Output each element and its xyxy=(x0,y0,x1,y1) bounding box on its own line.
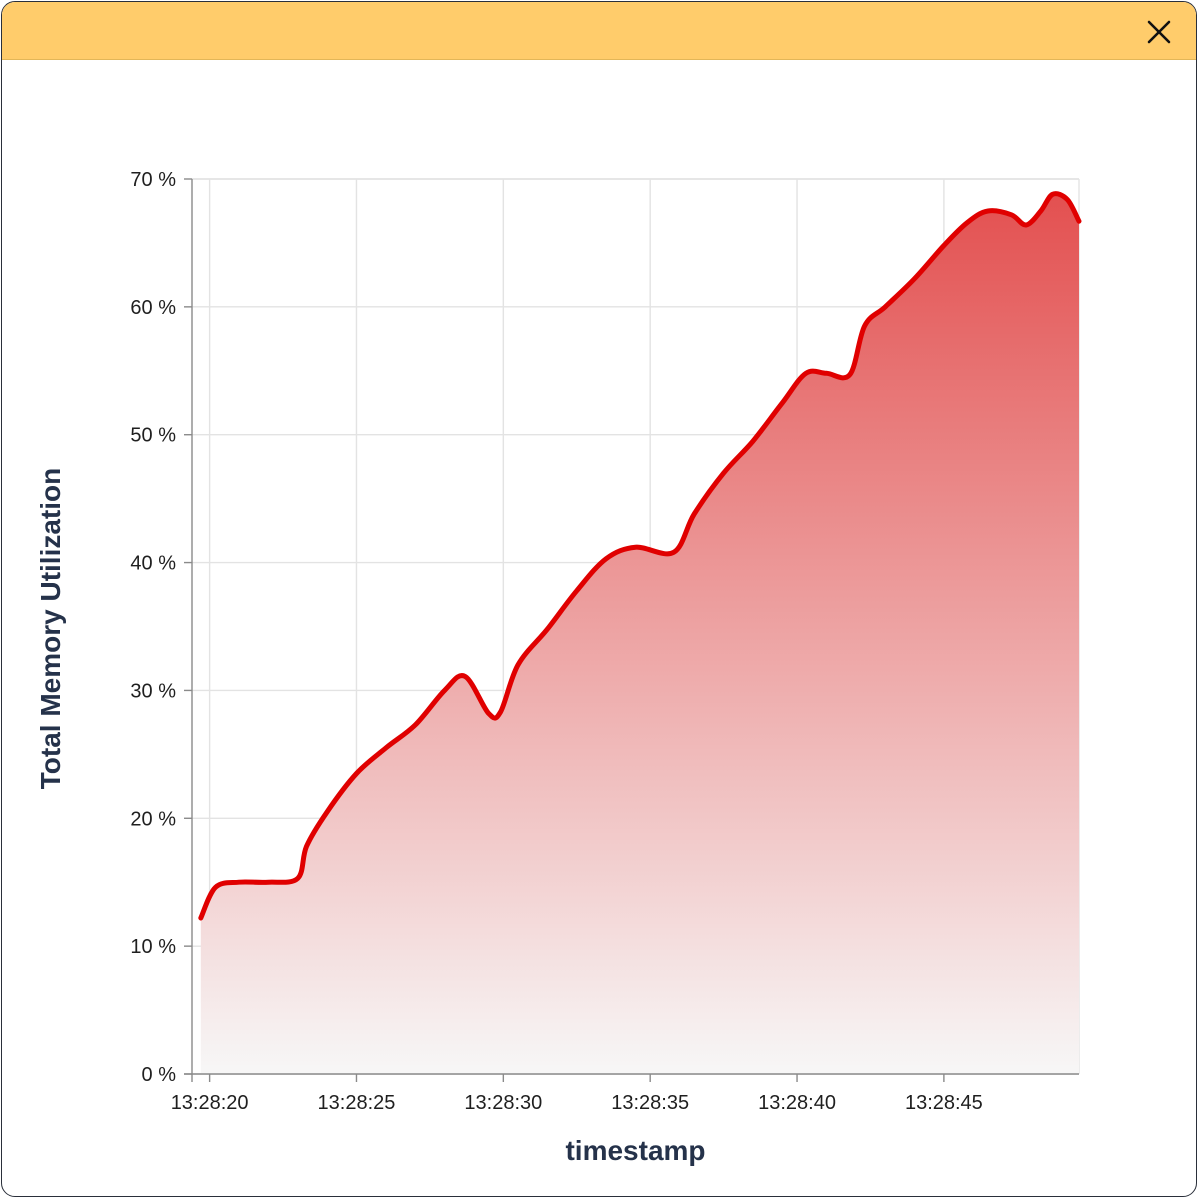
y-tick-label: 10 % xyxy=(130,936,176,958)
y-tick-label: 70 % xyxy=(130,169,176,191)
axes: 0 % 10 % 20 % 30 % 40 % 50 % 60 % 70 % 13:28:20 1… xyxy=(130,169,1079,1114)
close-icon[interactable] xyxy=(1144,17,1174,47)
x-tick-label: 13:28:35 xyxy=(611,1092,689,1114)
y-tick-label: 30 % xyxy=(130,680,176,702)
y-tick-label: 50 % xyxy=(130,425,176,447)
window-titlebar xyxy=(2,2,1196,60)
series-area-fill xyxy=(200,193,1080,1074)
y-tick-label: 20 % xyxy=(130,808,176,830)
x-tick-label: 13:28:40 xyxy=(758,1092,836,1114)
x-tick-label: 13:28:25 xyxy=(318,1092,396,1114)
y-tick-label: 60 % xyxy=(130,297,176,319)
x-tick-label: 13:28:30 xyxy=(464,1092,542,1114)
x-tick-label: 13:28:20 xyxy=(171,1092,249,1114)
y-axis-title: Total Memory Utilization xyxy=(35,468,66,790)
line-layer xyxy=(198,191,1082,921)
x-tick-label: 13:28:45 xyxy=(905,1092,983,1114)
area-layer xyxy=(200,193,1080,1074)
series-line xyxy=(198,191,1082,921)
x-axis-title: timestamp xyxy=(565,1135,705,1166)
y-tick-label: 0 % xyxy=(142,1064,177,1086)
y-tick-label: 40 % xyxy=(130,553,176,575)
